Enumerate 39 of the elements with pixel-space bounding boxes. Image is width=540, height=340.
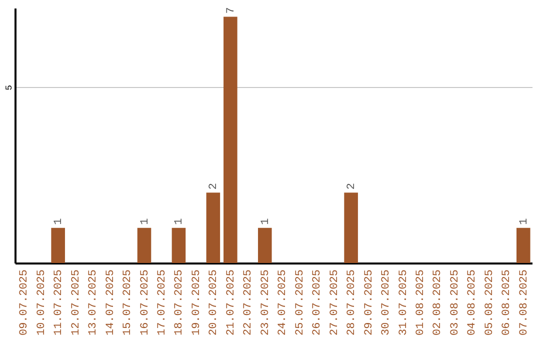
x-tick-label: 31.07.2025 [398,270,410,336]
x-tick-label: 24.07.2025 [277,270,290,336]
x-tick-label: 15.07.2025 [122,270,134,336]
x-tick-label: 16.07.2025 [139,270,152,336]
x-tick-label: 13.07.2025 [88,270,100,336]
data-label: 2 [208,183,220,190]
x-tick-label: 01.08.2025 [414,270,427,336]
x-tick-label: 14.07.2025 [104,270,117,336]
data-label: 1 [139,218,152,225]
x-tick-label: 03.08.2025 [449,270,462,336]
x-tick-label: 19.07.2025 [190,270,203,336]
x-tick-label: 05.08.2025 [484,270,496,336]
y-tick-label: 5 [4,84,14,90]
data-label: 1 [518,218,530,225]
x-tick-label: 20.07.2025 [208,270,220,336]
data-label: 1 [53,218,66,225]
data-label: 7 [225,7,238,14]
x-tick-label: 27.07.2025 [328,270,341,336]
x-tick-label: 04.08.2025 [466,270,479,336]
x-tick-label: 11.07.2025 [53,270,66,336]
x-tick-label: 07.08.2025 [518,270,530,336]
x-tick-label: 23.07.2025 [260,270,272,336]
x-tick-label: 21.07.2025 [225,270,238,336]
x-tick-label: 18.07.2025 [174,270,186,336]
x-tick-label: 02.08.2025 [432,270,444,336]
data-label: 2 [346,183,358,190]
x-tick-label: 09.07.2025 [18,270,31,336]
x-tick-label: 10.07.2025 [36,270,48,336]
data-label: 1 [174,218,186,225]
x-tick-label: 17.07.2025 [156,270,168,336]
x-tick-label: 30.07.2025 [380,270,393,336]
x-tick-label: 12.07.2025 [70,270,82,336]
x-tick-label: 26.07.2025 [312,270,324,336]
data-label: 1 [260,218,272,225]
x-tick-label: 28.07.2025 [346,270,358,336]
x-tick-label: 06.08.2025 [501,270,514,336]
x-tick-label: 29.07.2025 [363,270,376,336]
x-tick-label: 22.07.2025 [242,270,255,336]
x-tick-label: 25.07.2025 [294,270,306,336]
